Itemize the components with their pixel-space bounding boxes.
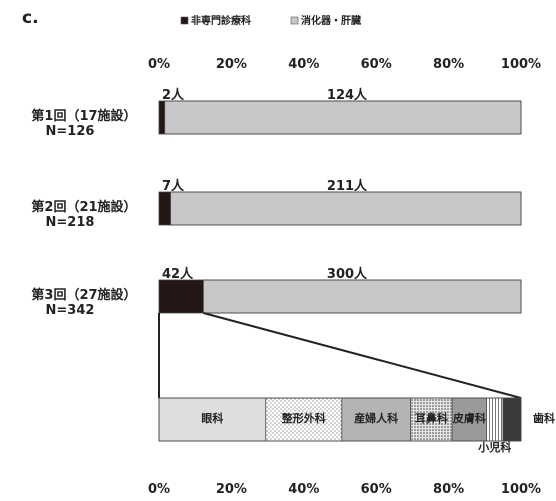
x-tick-label: 0% (148, 57, 170, 72)
x-tick-label: 80% (433, 482, 464, 497)
bar-outline (158, 279, 522, 314)
segment-label: 歯科 (533, 411, 555, 425)
legend-swatch (290, 16, 299, 25)
segment-label: 皮膚科 (452, 411, 486, 425)
category-label: 第2回（21施設） (31, 199, 136, 215)
segment-label: 耳鼻科 (415, 411, 448, 425)
panel-label: c. (22, 8, 39, 28)
data-label: 300人 (327, 266, 368, 282)
x-tick-label: 100% (501, 482, 541, 497)
data-label: 7人 (162, 178, 185, 194)
category-label: N=342 (46, 303, 95, 318)
x-tick-label: 20% (216, 482, 247, 497)
bar-segment-gastro-hepatology (164, 100, 522, 135)
breakdown-segment (158, 397, 267, 442)
top-x-axis: 0% 20% 40% 60% 80% 100% (148, 57, 541, 72)
x-tick-label: 80% (433, 57, 464, 72)
bar-outline (158, 191, 522, 226)
x-tick-label: 100% (501, 57, 541, 72)
segment-label: 産婦人科 (354, 411, 398, 425)
category-label: 第3回（27施設） (31, 287, 136, 303)
x-tick-label: 60% (361, 482, 392, 497)
bar-outline (158, 100, 522, 135)
category-label: 第1回（17施設） (31, 108, 136, 124)
bottom-x-axis: 0% 20% 40% 60% 80% 100% (148, 482, 541, 497)
data-label: 124人 (327, 87, 368, 103)
data-label: 211人 (327, 178, 368, 194)
segment-label: 眼科 (201, 411, 223, 425)
breakdown-segment (502, 397, 522, 442)
data-label: 2人 (162, 87, 185, 103)
bar-segment-nonspecialist (159, 101, 165, 134)
x-tick-label: 40% (288, 482, 319, 497)
bar-segment-nonspecialist (159, 280, 204, 313)
legend-swatch (180, 16, 189, 25)
category-label: N=126 (46, 124, 95, 139)
segment-label: 小児科 (477, 440, 511, 454)
breakdown-segment (486, 397, 504, 442)
x-tick-label: 40% (288, 57, 319, 72)
x-tick-label: 0% (148, 482, 170, 497)
zoom-connector-lines (158, 312, 522, 399)
x-tick-label: 20% (216, 57, 247, 72)
connector-line-right (203, 312, 522, 399)
category-label: N=218 (46, 215, 95, 230)
legend-label: 非専門診療科 (191, 14, 251, 27)
bar-segment-gastro-hepatology (170, 191, 522, 226)
bar-segment-gastro-hepatology (203, 279, 522, 314)
bar-segment-nonspecialist (159, 192, 171, 225)
x-tick-label: 60% (361, 57, 392, 72)
legend: 非専門診療科 消化器・肝臓 (180, 14, 361, 27)
segment-label: 整形外科 (281, 411, 326, 425)
data-label: 42人 (162, 266, 194, 282)
breakdown-outline (158, 397, 522, 442)
legend-label: 消化器・肝臓 (301, 14, 361, 27)
